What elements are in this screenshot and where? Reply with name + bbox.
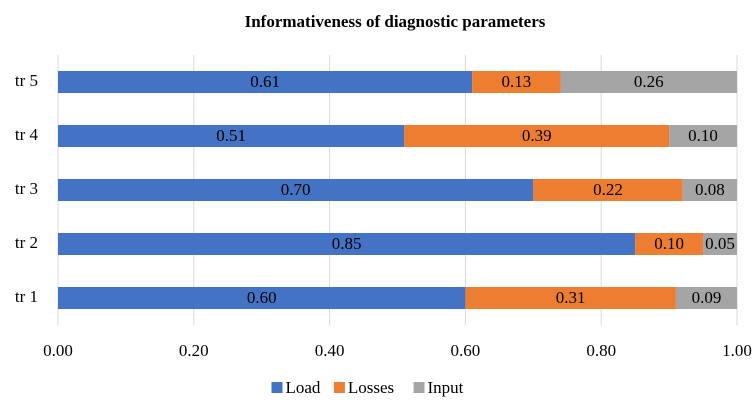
chart-title: Informativeness of diagnostic parameters xyxy=(245,12,546,31)
bar-segment xyxy=(533,179,683,201)
bar-segment xyxy=(465,287,676,309)
bar-segment xyxy=(58,287,466,309)
bar-segment xyxy=(404,125,670,147)
x-tick-label: 0.00 xyxy=(43,341,73,360)
x-tick-label: 1.00 xyxy=(722,341,752,360)
legend-label: Load xyxy=(286,378,321,397)
legend-label: Input xyxy=(428,378,464,397)
bar-segment xyxy=(58,233,636,255)
data-label: 0.51 xyxy=(216,126,246,145)
data-label: 0.39 xyxy=(522,126,552,145)
x-tick-label: 0.80 xyxy=(586,341,616,360)
data-label: 0.26 xyxy=(634,72,664,91)
bar-segment xyxy=(560,71,737,93)
y-tick-label: tr 5 xyxy=(15,71,38,90)
legend-swatch xyxy=(271,382,283,393)
data-label: 0.31 xyxy=(556,288,586,307)
legend-swatch xyxy=(413,382,425,393)
data-label: 0.08 xyxy=(695,180,725,199)
bar-segment xyxy=(675,287,737,309)
data-label: 0.61 xyxy=(250,72,280,91)
bar-segment xyxy=(58,71,473,93)
data-label: 0.85 xyxy=(332,234,362,253)
legend-label: Losses xyxy=(348,378,394,397)
data-label: 0.05 xyxy=(705,234,735,253)
data-label: 0.70 xyxy=(281,180,311,199)
legend-swatch xyxy=(333,382,345,393)
data-label: 0.60 xyxy=(247,288,277,307)
bar-segment xyxy=(472,71,561,93)
bar-segment xyxy=(669,125,737,147)
data-label: 0.09 xyxy=(692,288,722,307)
data-label: 0.13 xyxy=(501,72,531,91)
y-tick-label: tr 4 xyxy=(15,125,39,144)
y-tick-label: tr 2 xyxy=(15,233,38,252)
x-tick-label: 0.20 xyxy=(179,341,209,360)
bar-segment xyxy=(703,233,737,255)
y-tick-label: tr 3 xyxy=(15,179,38,198)
x-tick-label: 0.40 xyxy=(315,341,345,360)
data-label: 0.22 xyxy=(593,180,623,199)
bar-segment xyxy=(635,233,704,255)
bar-segment xyxy=(58,125,405,147)
x-tick-label: 0.60 xyxy=(451,341,481,360)
bar-segment xyxy=(682,179,737,201)
data-label: 0.10 xyxy=(688,126,718,145)
bar-segment xyxy=(58,179,534,201)
data-label: 0.10 xyxy=(654,234,684,253)
y-tick-label: tr 1 xyxy=(15,287,38,306)
